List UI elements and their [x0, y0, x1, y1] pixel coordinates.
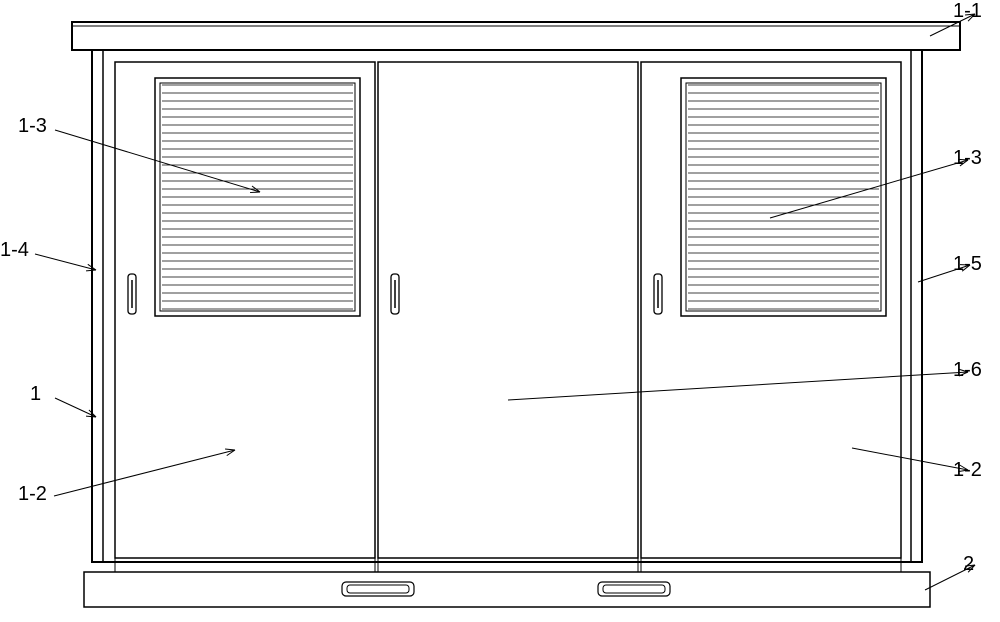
label-1-6: 1-6	[953, 359, 982, 382]
label-2: 2	[963, 553, 974, 576]
label-1: 1	[30, 383, 41, 406]
label-1-5: 1-5	[953, 253, 982, 276]
cabinet-diagram	[0, 0, 1000, 622]
label-1-3-right: 1-3	[953, 147, 982, 170]
label-1-2-right: 1-2	[953, 459, 982, 482]
label-1-4: 1-4	[0, 239, 29, 262]
label-1-3-left: 1-3	[18, 115, 47, 138]
label-1-1: 1-1	[953, 0, 982, 23]
label-1-2-left: 1-2	[18, 483, 47, 506]
